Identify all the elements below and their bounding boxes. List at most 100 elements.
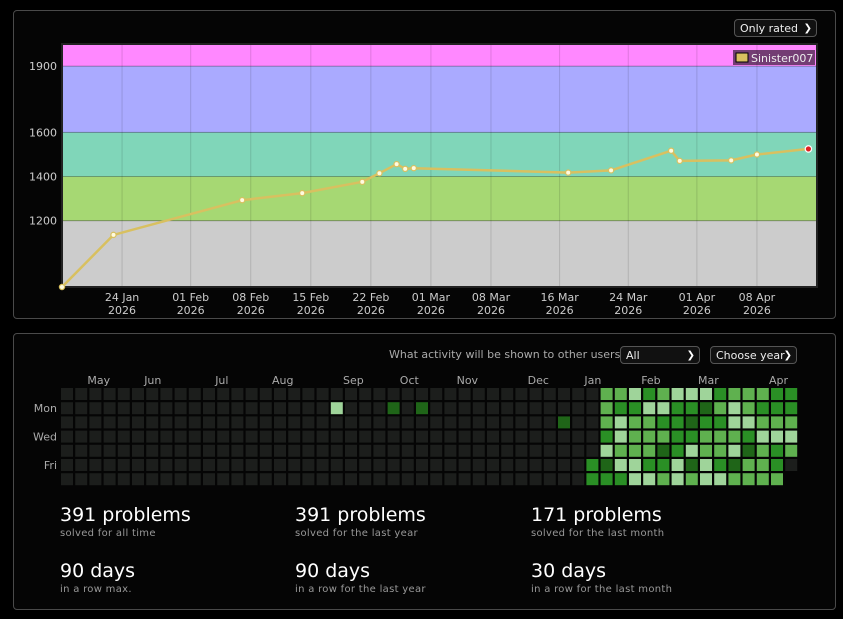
activity-cell bbox=[231, 388, 244, 400]
activity-cell bbox=[160, 430, 173, 443]
weekday-label: Wed bbox=[33, 431, 57, 444]
activity-cell bbox=[444, 459, 457, 471]
month-label: Sep bbox=[343, 374, 364, 387]
activity-cell bbox=[657, 473, 670, 486]
activity-cell bbox=[614, 444, 627, 457]
activity-cell bbox=[600, 430, 613, 443]
activity-cell bbox=[643, 388, 656, 400]
activity-cell bbox=[359, 402, 372, 415]
x-tick-year: 2026 bbox=[546, 304, 574, 317]
activity-cell bbox=[401, 402, 414, 415]
activity-cell bbox=[61, 444, 73, 457]
rating-filter-select[interactable]: Only rated ❯ bbox=[733, 19, 817, 37]
x-tick-year: 2026 bbox=[477, 304, 505, 317]
activity-cell bbox=[103, 430, 116, 443]
activity-cell bbox=[259, 444, 272, 457]
stat-problems-all-time: 391 problems solved for all time bbox=[60, 504, 191, 539]
data-point bbox=[753, 151, 761, 158]
activity-cell bbox=[274, 444, 286, 457]
activity-cell bbox=[472, 430, 485, 443]
activity-cell bbox=[472, 473, 485, 486]
activity-cell bbox=[174, 473, 187, 486]
year-select[interactable]: Choose year ❯ bbox=[710, 346, 797, 364]
activity-cell bbox=[245, 473, 258, 486]
weekday-label: Mon bbox=[34, 402, 57, 415]
series-line bbox=[61, 147, 809, 288]
activity-cell bbox=[487, 402, 499, 415]
activity-cell bbox=[359, 416, 372, 429]
data-point bbox=[410, 164, 417, 172]
activity-cell bbox=[373, 444, 386, 457]
activity-cell bbox=[700, 416, 712, 429]
month-label: Dec bbox=[528, 374, 549, 387]
activity-cell bbox=[685, 473, 698, 486]
activity-cell bbox=[529, 459, 542, 471]
x-tick-label: 01 Apr bbox=[679, 291, 716, 304]
activity-cell bbox=[572, 459, 585, 471]
activity-cell bbox=[487, 388, 499, 400]
month-label: Aug bbox=[272, 374, 293, 387]
activity-cell bbox=[188, 388, 201, 400]
activity-cell bbox=[472, 459, 485, 471]
data-point bbox=[728, 157, 735, 164]
activity-cell bbox=[742, 459, 755, 471]
activity-visibility-select[interactable]: All ❯ bbox=[620, 346, 700, 364]
y-tick-label: 1200 bbox=[29, 215, 57, 228]
activity-cell bbox=[614, 402, 627, 415]
chevron-down-icon: ❯ bbox=[686, 350, 695, 361]
activity-cell bbox=[472, 402, 485, 415]
rating-band bbox=[62, 44, 817, 67]
activity-cell bbox=[586, 388, 599, 400]
activity-cell bbox=[700, 473, 712, 486]
activity-cell bbox=[771, 402, 783, 415]
activity-cell bbox=[430, 416, 443, 429]
activity-cell bbox=[430, 402, 443, 415]
activity-cell bbox=[75, 473, 88, 486]
activity-cell bbox=[543, 402, 556, 415]
x-tick-label: 15 Feb bbox=[292, 291, 329, 304]
activity-cell bbox=[373, 388, 386, 400]
activity-cell bbox=[387, 459, 400, 471]
activity-cell bbox=[259, 473, 272, 486]
activity-cell bbox=[274, 388, 286, 400]
activity-cell bbox=[572, 416, 585, 429]
activity-cell bbox=[259, 459, 272, 471]
activity-cell bbox=[288, 473, 301, 486]
activity-cell bbox=[117, 459, 130, 471]
data-point bbox=[376, 170, 383, 177]
rating-band bbox=[62, 176, 817, 221]
activity-cell bbox=[600, 388, 613, 400]
activity-cell bbox=[160, 388, 173, 400]
activity-cell bbox=[558, 444, 570, 457]
activity-cell bbox=[685, 388, 698, 400]
activity-cell bbox=[61, 388, 73, 400]
activity-cell bbox=[160, 473, 173, 486]
activity-panel: What activity will be shown to other use… bbox=[13, 333, 836, 610]
activity-cell bbox=[330, 430, 343, 443]
activity-cell bbox=[316, 473, 329, 486]
activity-cell bbox=[302, 473, 315, 486]
activity-cell bbox=[103, 388, 116, 400]
chevron-down-icon: ❯ bbox=[783, 350, 792, 361]
x-tick-label: 08 Feb bbox=[232, 291, 269, 304]
activity-cell bbox=[274, 430, 286, 443]
activity-cell bbox=[771, 444, 783, 457]
activity-cell bbox=[231, 459, 244, 471]
activity-cell bbox=[117, 473, 130, 486]
activity-cell bbox=[728, 388, 741, 400]
activity-cell bbox=[117, 388, 130, 400]
activity-cell bbox=[600, 459, 613, 471]
legend-swatch bbox=[735, 52, 749, 63]
activity-cell bbox=[472, 416, 485, 429]
activity-cell bbox=[146, 388, 159, 400]
activity-cell bbox=[657, 416, 670, 429]
activity-cell bbox=[316, 430, 329, 443]
activity-cell bbox=[472, 388, 485, 400]
activity-cell bbox=[657, 402, 670, 415]
x-tick-label: 01 Feb bbox=[172, 291, 209, 304]
activity-cell bbox=[728, 473, 741, 486]
legend-label: Sinister007 bbox=[751, 52, 813, 65]
activity-cell bbox=[458, 430, 471, 443]
activity-cell bbox=[501, 473, 514, 486]
activity-cell bbox=[373, 459, 386, 471]
